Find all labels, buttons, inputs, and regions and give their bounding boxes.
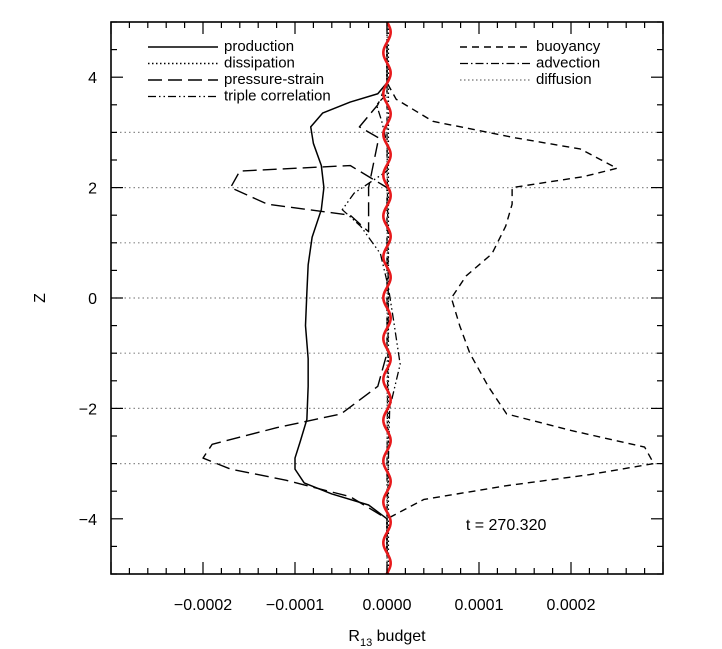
legend-label: diffusion — [536, 71, 592, 88]
legend-label: production — [224, 38, 294, 55]
series-line-buoyancy — [386, 44, 655, 552]
x-axis-title-main: R — [348, 628, 360, 645]
y-axis-title: Z — [32, 293, 49, 303]
y-tick-label: 0 — [88, 291, 97, 308]
series-line-triple-correlation — [341, 77, 401, 519]
x-axis-title: R13 budget — [348, 628, 426, 649]
tick-labels: −0.0002 −0.0001 0.0000 0.0001 0.0002 −4 −2 0 2 4 — [79, 70, 596, 614]
series-group — [202, 21, 655, 575]
y-tick-label: 2 — [88, 181, 97, 198]
x-tick-label: −0.0002 — [174, 597, 232, 614]
legend-label: buoyancy — [536, 38, 601, 55]
time-annotation: t = 270.320 — [466, 517, 547, 534]
x-axis-title-rest: budget — [372, 628, 426, 645]
axis-ticks — [110, 21, 664, 575]
x-axis-title-subscript: 13 — [360, 637, 372, 649]
legend-label: dissipation — [224, 55, 295, 72]
series-line-production — [294, 44, 388, 552]
x-tick-label: 0.0001 — [455, 597, 504, 614]
x-tick-label: −0.0001 — [266, 597, 324, 614]
x-tick-label: 0.0000 — [363, 597, 412, 614]
legend: productiondissipationpressure-straintrip… — [148, 38, 601, 105]
legend-label: pressure-strain — [224, 71, 324, 88]
series-line-pressure-strain — [202, 44, 388, 552]
x-tick-label: 0.0002 — [547, 597, 596, 614]
series-line-red-oscillation — [382, 21, 392, 575]
legend-label: triple correlation — [224, 88, 331, 105]
y-tick-label: −2 — [79, 401, 97, 418]
y-tick-label: −4 — [79, 512, 97, 529]
legend-label: advection — [536, 55, 600, 72]
y-tick-label: 4 — [88, 70, 97, 87]
series-line-advection — [386, 22, 389, 574]
